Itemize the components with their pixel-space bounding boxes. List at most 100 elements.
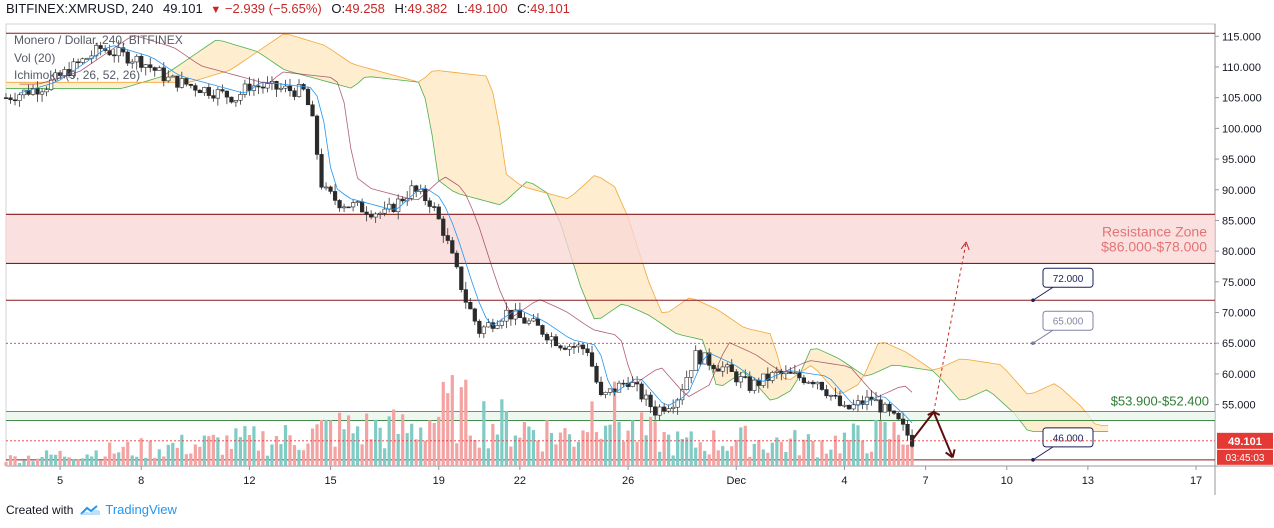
candle-down bbox=[175, 75, 180, 88]
candle-down bbox=[310, 104, 315, 117]
ichimoku-base-line bbox=[19, 35, 913, 398]
volume-bar bbox=[540, 451, 545, 466]
close-value: 49.101 bbox=[530, 1, 570, 16]
candle-up bbox=[851, 404, 856, 410]
candle-up bbox=[603, 392, 608, 395]
tradingview-logo[interactable]: TradingView bbox=[79, 502, 177, 517]
volume-bar bbox=[17, 463, 22, 466]
volume-bar bbox=[414, 439, 418, 466]
low-value: 49.100 bbox=[467, 1, 508, 16]
candle-up bbox=[576, 344, 581, 348]
candle-down bbox=[441, 218, 446, 236]
volume-bar bbox=[572, 446, 576, 466]
y-tick-label: 70.000 bbox=[1222, 308, 1256, 320]
volume-bar bbox=[274, 435, 279, 466]
volume-bar bbox=[694, 447, 698, 466]
x-tick-label: 10 bbox=[1001, 475, 1013, 487]
candle-up bbox=[504, 309, 509, 322]
candle-up bbox=[62, 69, 67, 76]
candle-down bbox=[98, 45, 103, 49]
volume-bar bbox=[869, 451, 874, 466]
candle-up bbox=[616, 382, 622, 393]
volume-bar bbox=[405, 433, 409, 466]
x-tick-label: 7 bbox=[923, 475, 929, 487]
candle-down bbox=[810, 381, 816, 385]
volume-bar bbox=[374, 419, 378, 466]
symbol-name[interactable]: BITFINEX:XMRUSD, 240 bbox=[6, 1, 154, 16]
candle-up bbox=[53, 72, 58, 81]
candle-up bbox=[815, 381, 820, 385]
volume-bar bbox=[153, 457, 157, 466]
x-tick-label: 12 bbox=[243, 475, 255, 487]
x-tick-label: 22 bbox=[514, 475, 526, 487]
candle-down bbox=[698, 350, 703, 365]
candle-down bbox=[314, 115, 320, 155]
volume-bar bbox=[504, 410, 508, 466]
candle-down bbox=[562, 347, 568, 350]
volume-bar bbox=[90, 456, 94, 466]
volume-bar bbox=[712, 430, 716, 466]
candle-up bbox=[873, 399, 879, 402]
volume-bar bbox=[202, 435, 206, 466]
volume-bar bbox=[288, 435, 292, 466]
volume-bar bbox=[775, 437, 779, 466]
volume-bar bbox=[630, 420, 635, 466]
volume-bar bbox=[477, 447, 481, 466]
candle-up bbox=[720, 366, 725, 372]
down-arrow-icon: ▼ bbox=[210, 4, 222, 16]
volume-bar bbox=[256, 450, 261, 466]
candle-up bbox=[278, 87, 284, 90]
level-callout-65.000: 65.000 bbox=[1031, 310, 1094, 346]
volume-bar bbox=[72, 459, 76, 466]
y-tick-label: 80.000 bbox=[1222, 246, 1256, 258]
candle-down bbox=[364, 211, 369, 215]
candle-down bbox=[571, 346, 577, 348]
volume-bar bbox=[184, 454, 188, 466]
volume-bar bbox=[297, 449, 301, 466]
candle-down bbox=[369, 214, 374, 218]
resistance-zone: Resistance Zone$86.000-$78.000 bbox=[6, 213, 1215, 265]
candle-up bbox=[531, 318, 536, 322]
volume-bar bbox=[815, 457, 820, 466]
volume-bar bbox=[328, 420, 333, 466]
volume-bar bbox=[315, 424, 319, 466]
volume-bar bbox=[689, 431, 693, 466]
volume-bar bbox=[446, 393, 450, 466]
volume-bar bbox=[301, 450, 306, 466]
candle-down bbox=[729, 364, 734, 372]
volume-bar bbox=[739, 427, 743, 466]
volume-bar bbox=[725, 450, 729, 466]
volume-bar bbox=[243, 426, 247, 466]
legend-series[interactable]: Monero / Dollar, 240, BITFINEX bbox=[14, 33, 183, 47]
volume-bar bbox=[396, 433, 400, 466]
volume-bar bbox=[337, 412, 342, 466]
candle-down bbox=[450, 240, 455, 254]
support-zone-fill bbox=[6, 411, 1215, 421]
volume-bar bbox=[824, 453, 829, 466]
x-tick-label: 26 bbox=[622, 475, 634, 487]
candle-up bbox=[644, 394, 649, 400]
volume-bar bbox=[378, 427, 382, 466]
y-axis-ticks: 115.000 110.000 105.000 100.000 95.000 90.000… bbox=[1215, 31, 1262, 412]
volume-bar bbox=[878, 420, 883, 466]
volume-bar bbox=[112, 453, 116, 466]
legend-ichimoku[interactable]: Ichimoku (9, 26, 52, 26) bbox=[14, 68, 141, 82]
candle-down bbox=[639, 383, 644, 400]
volume-bar bbox=[730, 446, 734, 466]
volume-bar bbox=[4, 462, 8, 466]
resistance-zone-fill bbox=[6, 214, 1215, 264]
countdown-tag bbox=[1217, 449, 1273, 465]
tradingview-cloud-icon bbox=[80, 504, 101, 515]
volume-bar bbox=[635, 441, 639, 466]
y-tick-label: 105.000 bbox=[1222, 93, 1262, 105]
candle-up bbox=[17, 94, 22, 101]
volume-bar bbox=[707, 454, 711, 466]
legend-volume[interactable]: Vol (20) bbox=[14, 51, 56, 65]
candle-down bbox=[427, 200, 432, 207]
candle-down bbox=[346, 206, 351, 209]
volume-bars bbox=[4, 375, 914, 466]
candle-down bbox=[734, 371, 739, 383]
volume-bar bbox=[685, 437, 689, 466]
candle-up bbox=[251, 85, 257, 91]
